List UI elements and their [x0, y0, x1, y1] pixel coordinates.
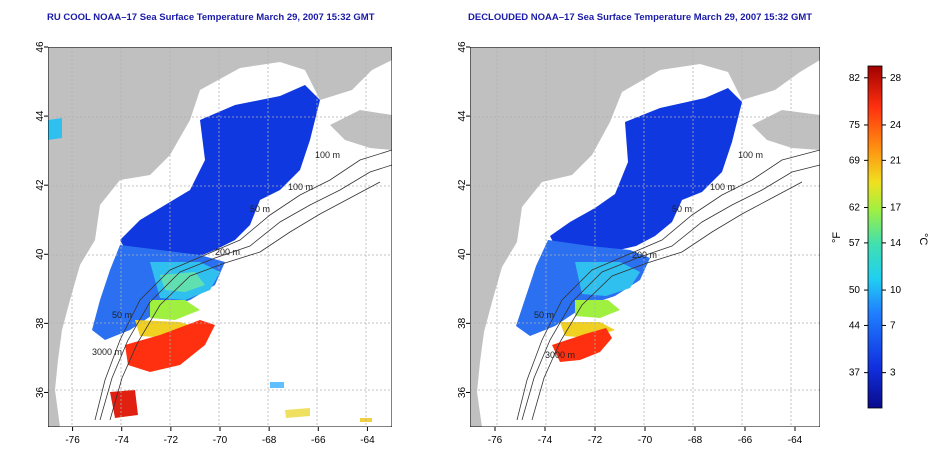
lon-tick-label: -74 — [114, 435, 129, 446]
lat-tick-label: 36 — [35, 386, 46, 398]
sst-cold — [120, 85, 320, 262]
isobath-labels-left: 100 m 100 m 50 m 200 m 50 m 3000 m — [92, 150, 340, 357]
lon-tick-label: -64 — [360, 435, 375, 446]
cbar-label-c: 10 — [890, 285, 902, 296]
lon-tick-label: -66 — [311, 435, 326, 446]
lon-tick-label: -70 — [213, 435, 228, 446]
lat-tick-label: 46 — [35, 41, 46, 53]
lat-tick-label: 40 — [457, 248, 468, 260]
cbar-label-f: 75 — [849, 120, 861, 131]
lon-tick-label: -64 — [788, 435, 803, 446]
isobath-label: 50 m — [250, 204, 270, 214]
isobath-label: 200 m — [215, 247, 240, 257]
cbar-label-c: 24 — [890, 120, 902, 131]
colorbar: 82 28 75 24 69 21 62 17 57 14 50 10 44 7 37 3 °F °C — [831, 65, 929, 409]
lat-tick-label: 38 — [35, 317, 46, 329]
lat-tick-label: 46 — [457, 41, 468, 53]
lon-tick-label: -76 — [65, 435, 80, 446]
lon-tick-label: -72 — [588, 435, 603, 446]
cbar-label-c: 3 — [890, 368, 896, 379]
isobath-label: 100 m — [738, 150, 763, 160]
lon-tick-label: -76 — [488, 435, 503, 446]
isobath-labels-right: 100 m 100 m 50 m 200 m 50 m 3000 m — [534, 150, 763, 360]
lat-tick-label: 36 — [457, 386, 468, 398]
isobath-label: 100 m — [315, 150, 340, 160]
lat-tick-label: 38 — [457, 317, 468, 329]
cbar-label-c: 17 — [890, 203, 902, 214]
cbar-label-c: 28 — [890, 73, 902, 84]
sst-warm — [125, 320, 215, 372]
colorbar-ticks: 82 28 75 24 69 21 62 17 57 14 50 10 44 7 37 3 — [849, 73, 902, 379]
isobaths-left — [94, 149, 392, 421]
lon-tick-label: -74 — [538, 435, 553, 446]
land-mass — [470, 47, 820, 427]
sst-cold — [550, 88, 742, 252]
cbar-label-f: 69 — [849, 155, 861, 166]
lon-tick-label: -68 — [688, 435, 703, 446]
map-panel-right: 100 m 100 m 50 m 200 m 50 m 3000 m — [470, 47, 820, 427]
grid-left — [48, 47, 392, 427]
map-panel-left: 100 m 100 m 50 m 200 m 50 m 3000 m — [48, 47, 392, 427]
sst-warm — [552, 328, 612, 362]
cbar-label-f: 82 — [849, 73, 861, 84]
lat-tick-label: 44 — [457, 110, 468, 122]
cbar-label-f: 44 — [849, 320, 861, 331]
lon-tick-label: -70 — [638, 435, 653, 446]
isobath-label: 200 m — [632, 250, 657, 260]
cbar-label-f: 37 — [849, 368, 861, 379]
lon-tick-label: -72 — [164, 435, 179, 446]
lon-tick-label: -66 — [738, 435, 753, 446]
panel-title-left: RU COOL NOAA–17 Sea Surface Temperature … — [47, 12, 375, 23]
cbar-label-c: 21 — [890, 155, 902, 166]
isobath-label: 3000 m — [545, 350, 575, 360]
isobath-label: 50 m — [534, 310, 554, 320]
isobath-label: 50 m — [112, 310, 132, 320]
lat-tick-label: 44 — [35, 110, 46, 122]
isobaths-right — [516, 149, 820, 421]
colorbar-gradient — [867, 65, 883, 409]
cbar-label-c: 14 — [890, 238, 902, 249]
cbar-label-f: 62 — [849, 203, 861, 214]
isobath-label: 3000 m — [92, 347, 122, 357]
lat-tick-label: 42 — [457, 179, 468, 191]
cbar-label-f: 57 — [849, 238, 861, 249]
lat-tick-label: 40 — [35, 248, 46, 260]
cbar-label-f: 50 — [849, 285, 861, 296]
isobath-label: 100 m — [710, 182, 735, 192]
isobath-label: 50 m — [672, 204, 692, 214]
lon-tick-label: -68 — [262, 435, 277, 446]
cbar-label-c: 7 — [890, 320, 896, 331]
land-mass — [48, 47, 392, 427]
colorbar-f-label: °F — [831, 232, 843, 243]
panel-title-right: DECLOUDED NOAA–17 Sea Surface Temperatur… — [468, 12, 813, 23]
axis-labels: -76 -74 -72 -70 -68 -66 -64 36 38 40 42 44 46 -76 -74 -… — [35, 41, 803, 446]
lat-tick-label: 42 — [35, 179, 46, 191]
colorbar-c-label: °C — [917, 233, 929, 245]
grid-right — [470, 47, 820, 427]
isobath-label: 100 m — [288, 182, 313, 192]
